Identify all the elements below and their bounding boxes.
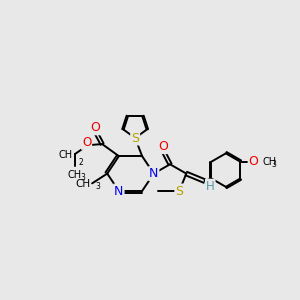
Text: H: H <box>206 180 214 193</box>
Text: 3: 3 <box>80 173 85 182</box>
Text: O: O <box>91 121 100 134</box>
Text: S: S <box>175 184 183 197</box>
Text: O: O <box>82 136 91 149</box>
Text: O: O <box>249 155 259 168</box>
Text: 3: 3 <box>95 182 100 190</box>
Text: O: O <box>158 140 168 153</box>
Text: 2: 2 <box>78 158 83 166</box>
Text: S: S <box>131 131 139 145</box>
Text: CH: CH <box>68 170 82 180</box>
Text: CH: CH <box>59 150 73 160</box>
Text: 3: 3 <box>272 160 277 169</box>
Text: N: N <box>114 184 124 197</box>
Text: CH: CH <box>76 179 91 189</box>
Text: N: N <box>149 167 158 180</box>
Text: CH: CH <box>263 157 277 167</box>
